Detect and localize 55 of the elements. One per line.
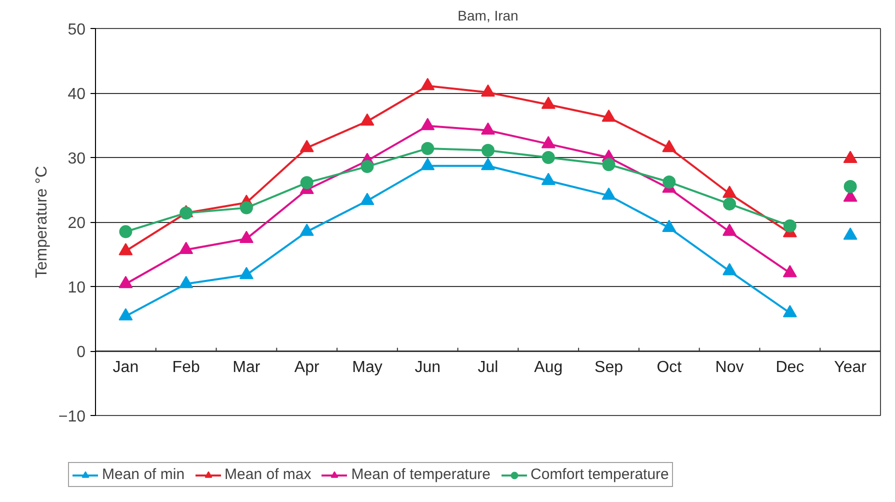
x-tick-label: Sep — [594, 359, 624, 376]
point — [420, 158, 435, 170]
x-tick-label: Jul — [478, 359, 498, 376]
x-tick-label: Aug — [534, 359, 563, 376]
point — [722, 186, 737, 198]
point — [541, 96, 556, 109]
point — [481, 158, 495, 170]
point — [722, 263, 737, 276]
x-tick-label: May — [352, 359, 382, 376]
point — [179, 276, 194, 288]
point — [420, 118, 435, 130]
point — [782, 304, 797, 318]
point — [360, 113, 374, 126]
y-tick-label: −10 — [58, 408, 86, 426]
legend-label: Comfort temperature — [530, 466, 669, 483]
legend-label: Mean of min — [102, 466, 185, 483]
point — [118, 276, 133, 288]
legend-label: Mean of max — [224, 466, 312, 483]
point — [662, 140, 676, 152]
y-tick-label: 0 — [76, 344, 86, 361]
y-tick-label: 20 — [68, 215, 86, 232]
point — [602, 110, 616, 122]
y-tick-label: 50 — [68, 22, 86, 38]
x-tick-label: Mar — [232, 359, 261, 376]
point — [239, 266, 254, 280]
x-tick-label: Feb — [172, 359, 200, 376]
point — [300, 140, 314, 152]
chart-title: Bam, Iran — [458, 8, 518, 24]
point — [481, 84, 495, 97]
y-tick-label: 40 — [68, 86, 86, 103]
point — [481, 122, 495, 135]
point — [118, 308, 133, 320]
legend-label: Mean of temperature — [351, 466, 491, 483]
x-tick-label: Oct — [656, 359, 682, 376]
y-tick-label: 30 — [68, 150, 86, 168]
point — [541, 136, 556, 148]
point — [602, 188, 616, 200]
point — [541, 172, 556, 185]
x-tick-label: Nov — [715, 359, 744, 376]
x-tick-label: Jun — [414, 359, 441, 376]
x-tick-label: Dec — [776, 359, 804, 376]
point — [420, 78, 435, 90]
y-axis-title: Temperature °C — [33, 166, 50, 278]
y-tick-label: 10 — [68, 280, 86, 296]
point — [239, 230, 254, 244]
point — [179, 242, 194, 254]
point — [118, 243, 133, 256]
point — [300, 224, 314, 236]
point — [360, 192, 374, 205]
x-tick-label: Apr — [294, 359, 320, 376]
x-tick-label: Jan — [112, 359, 139, 376]
point — [662, 220, 676, 232]
point — [722, 224, 737, 236]
point — [782, 264, 797, 278]
x-tick-label: Year — [834, 359, 868, 376]
